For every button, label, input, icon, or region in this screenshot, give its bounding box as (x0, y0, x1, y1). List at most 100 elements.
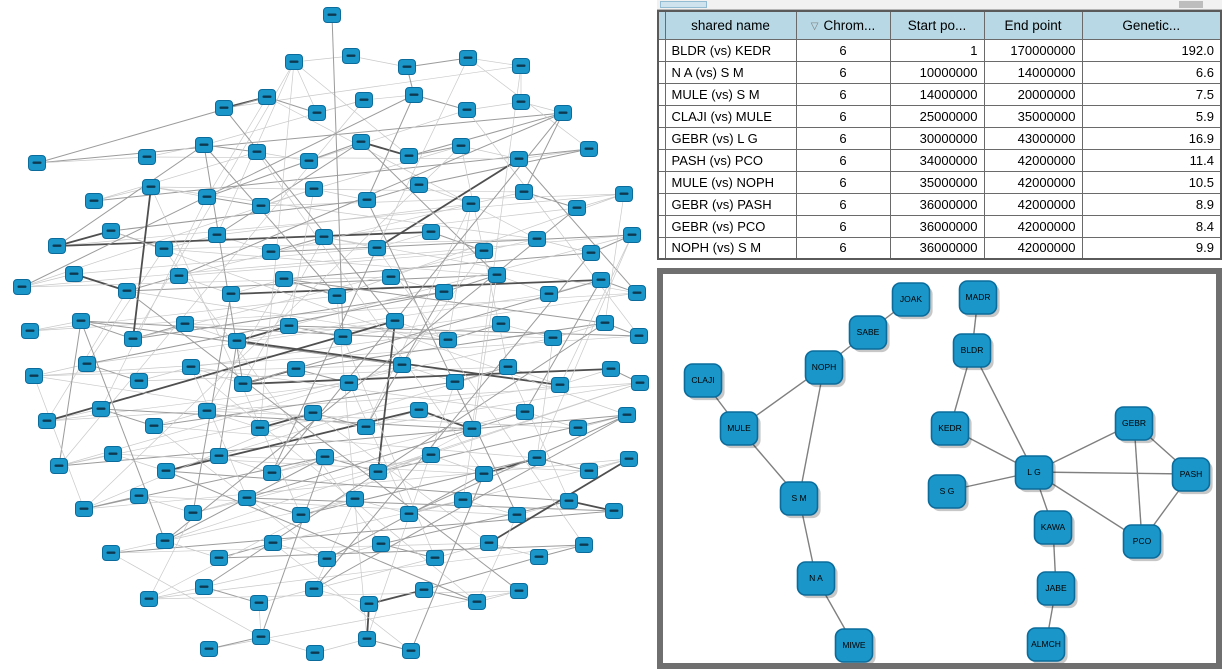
table-row[interactable]: GEBR (vs) PCO 6 36000000 42000000 8.4 (657, 214, 1222, 238)
graph-edge (100, 196, 208, 410)
graph-edge (163, 238, 538, 250)
table-row[interactable]: MULE (vs) S M 6 14000000 20000000 7.5 (657, 82, 1222, 106)
graph-node[interactable]: KEDR (930, 411, 972, 449)
cell-genetic: 8.9 (1081, 192, 1222, 216)
overview-network-canvas[interactable] (0, 0, 650, 669)
node-shape (1036, 571, 1076, 606)
graph-node[interactable]: PASH (1171, 457, 1213, 495)
graph-node-label (397, 363, 407, 366)
graph-edge (365, 382, 641, 428)
graph-node-label (458, 498, 468, 501)
graph-edge (100, 408, 473, 430)
graph-edge (110, 199, 368, 232)
table-row[interactable]: GEBR (vs) PASH 6 36000000 42000000 8.9 (657, 192, 1222, 216)
node-shape (1033, 510, 1073, 545)
graph-node-label (252, 150, 262, 153)
graph-node-label (199, 585, 209, 588)
graph-node-label (439, 290, 449, 293)
detail-network-canvas[interactable]: JOAK MADR SABE BLDR NOPH CLAJI KEDR MULE GEBR L G… (663, 274, 1216, 663)
graph-node-label (69, 272, 79, 275)
graph-node-label (204, 647, 214, 650)
cell-chromosome: 6 (795, 104, 891, 128)
graph-node-label (122, 289, 132, 292)
table-row[interactable]: N A (vs) S M 6 10000000 14000000 6.6 (657, 60, 1222, 84)
graph-node-label (134, 379, 144, 382)
cell-start-point: 14000000 (889, 82, 985, 106)
graph-node[interactable]: S M (779, 481, 821, 519)
column-header-end-point[interactable]: End point (983, 10, 1083, 40)
graph-edge (218, 544, 585, 559)
cell-start-point: 10000000 (889, 60, 985, 84)
node-label: SABE (857, 327, 880, 337)
table-row[interactable]: CLAJI (vs) MULE 6 25000000 35000000 5.9 (657, 104, 1222, 128)
graph-node[interactable]: S G (927, 474, 969, 512)
graph-edge (56, 144, 205, 247)
graph-edge (408, 414, 628, 515)
graph-node-label (312, 111, 322, 114)
graph-edge (190, 366, 526, 413)
node-shape (958, 280, 998, 315)
graph-node[interactable]: MIWE (834, 628, 876, 663)
graph-node[interactable]: L G (1014, 455, 1056, 493)
graph-node-label (627, 233, 637, 236)
table-row[interactable]: MULE (vs) NOPH 6 35000000 42000000 10.5 (657, 170, 1222, 194)
cell-chromosome: 6 (795, 236, 891, 260)
table-row[interactable]: BLDR (vs) KEDR 6 1 170000000 192.0 (657, 38, 1222, 62)
graph-node[interactable]: KAWA (1033, 510, 1075, 548)
scrollbar-segment[interactable] (660, 1, 707, 8)
cell-chromosome: 6 (795, 126, 891, 150)
scrollbar-thumb[interactable] (1179, 1, 1203, 8)
graph-edge (153, 425, 538, 459)
graph-node[interactable]: ALMCH (1026, 627, 1068, 663)
graph-node-label (202, 409, 212, 412)
graph-node[interactable]: MADR (958, 280, 1000, 318)
graph-node-label (492, 273, 502, 276)
column-header-chromosome[interactable]: ▽ Chrom... (795, 10, 891, 40)
column-label: Chrom... (823, 17, 876, 33)
graph-edge (164, 207, 578, 542)
graph-node[interactable]: GEBR (1114, 406, 1156, 444)
graph-node[interactable]: JABE (1036, 571, 1078, 609)
column-header-shared-name[interactable]: shared name (664, 10, 797, 40)
graph-node[interactable]: PCO (1122, 524, 1164, 562)
node-label: MULE (727, 423, 751, 433)
cell-start-point: 30000000 (889, 126, 985, 150)
graph-node[interactable]: BLDR (952, 333, 994, 371)
row-gutter-cell (657, 126, 666, 150)
graph-node-label (346, 54, 356, 57)
graph-node[interactable]: CLAJI (683, 363, 725, 401)
graph-node-label (146, 185, 156, 188)
table-row[interactable]: NOPH (vs) S M 6 36000000 42000000 9.9 (657, 236, 1222, 260)
column-header-start-point[interactable]: Start po... (889, 10, 985, 40)
graph-node[interactable]: JOAK (891, 282, 933, 320)
graph-edge (164, 382, 641, 542)
graph-node-label (54, 464, 64, 467)
node-label: L G (1027, 467, 1040, 477)
graph-node-label (516, 64, 526, 67)
graph-node-label (310, 651, 320, 654)
graph-node[interactable]: N A (796, 561, 838, 599)
graph-edge (163, 248, 382, 545)
graph-node-label (402, 65, 412, 68)
graph-node-label (161, 469, 171, 472)
column-header-genetic[interactable]: Genetic... (1081, 10, 1222, 40)
table-horizontal-scrollbar[interactable] (657, 0, 1222, 10)
graph-node-label (304, 159, 314, 162)
graph-node[interactable]: MULE (719, 411, 761, 449)
cell-end-point: 170000000 (983, 38, 1083, 62)
graph-edge (365, 203, 472, 428)
graph-edge (33, 375, 85, 510)
table-row[interactable]: PASH (vs) PCO 6 34000000 42000000 11.4 (657, 148, 1222, 172)
graph-node-label (268, 541, 278, 544)
graph-node[interactable]: NOPH (804, 350, 846, 388)
table-header-row: shared name ▽ Chrom... Start po... End po… (657, 10, 1222, 40)
graph-edge (146, 156, 520, 160)
table-row[interactable]: GEBR (vs) L G 6 30000000 43000000 16.9 (657, 126, 1222, 150)
cell-shared-name: NOPH (vs) S M (664, 236, 797, 260)
graph-node-label (532, 456, 542, 459)
node-label: NOPH (812, 362, 837, 372)
filter-icon: ▽ (810, 20, 819, 32)
graph-node-label (106, 229, 116, 232)
graph-node-label (25, 329, 35, 332)
graph-node[interactable]: SABE (848, 315, 890, 353)
